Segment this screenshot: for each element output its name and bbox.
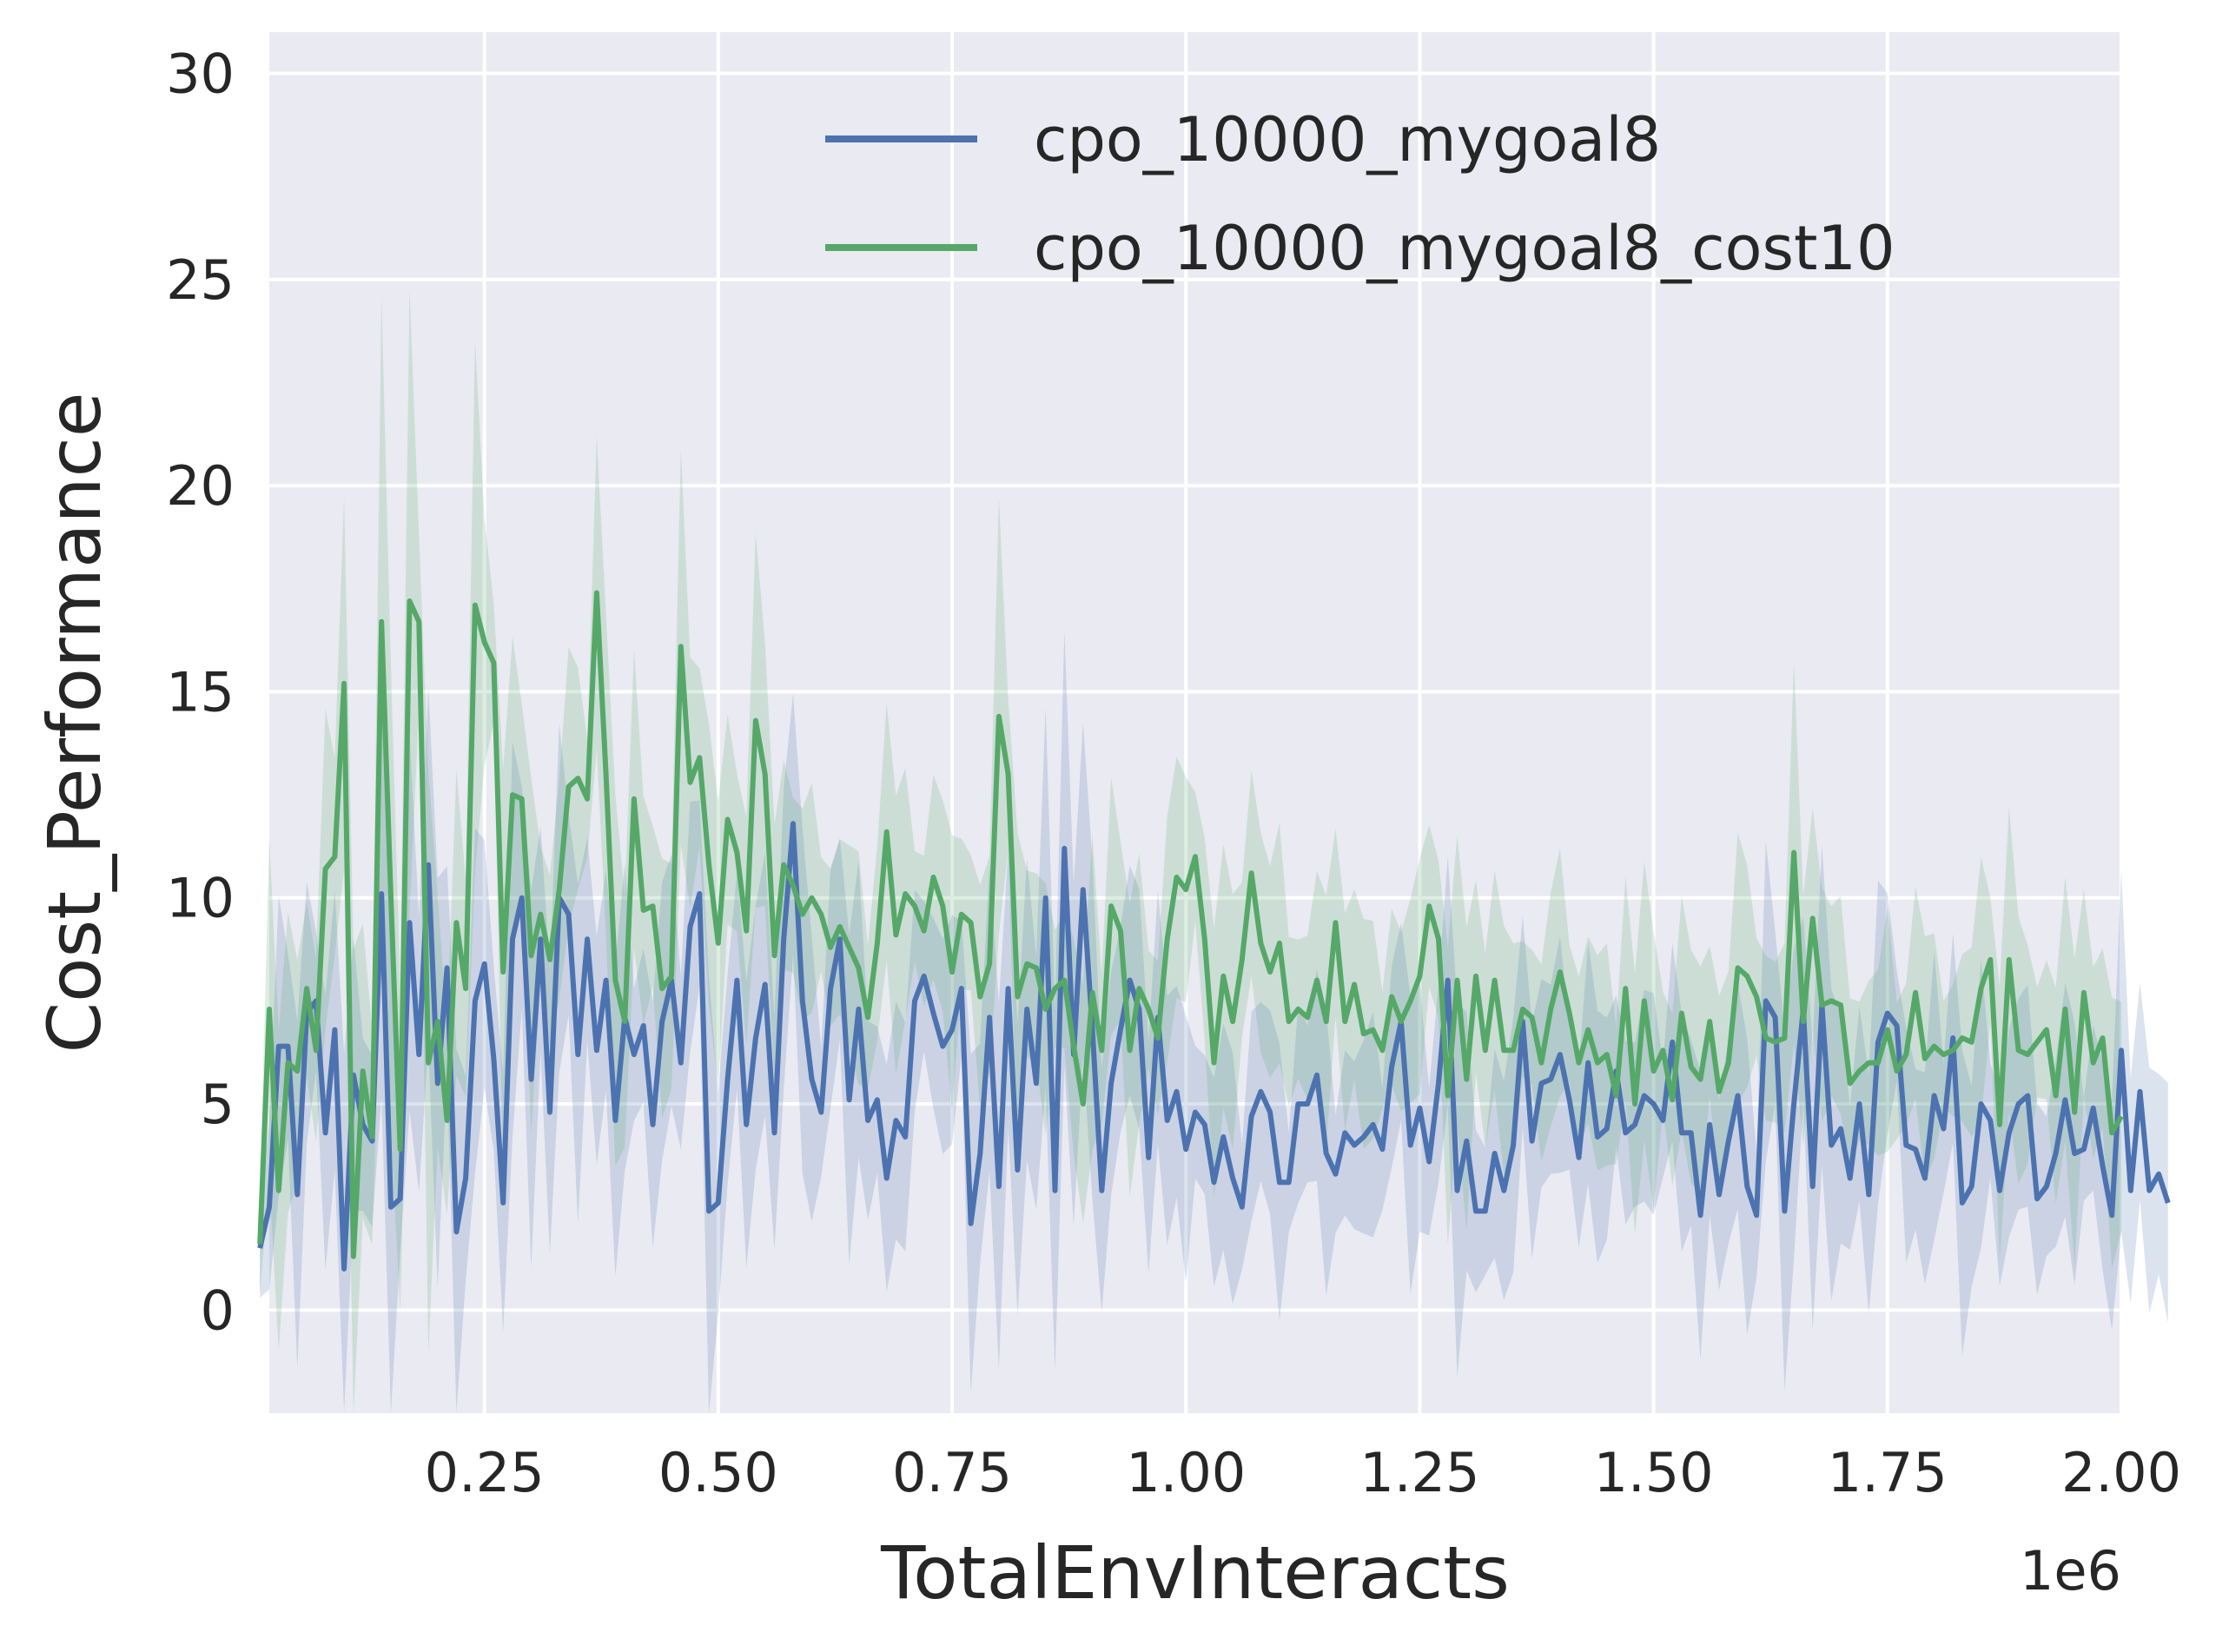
- x-tick-label: 0.50: [658, 1441, 778, 1504]
- legend-label: cpo_10000_mygoal8: [1034, 104, 1661, 175]
- x-tick-label: 1.00: [1126, 1441, 1246, 1504]
- y-tick-label: 25: [166, 248, 235, 312]
- y-tick-label: 15: [166, 660, 235, 724]
- y-tick-label: 10: [166, 867, 235, 930]
- y-tick-label: 30: [166, 42, 235, 105]
- series-line-2: [257, 590, 2124, 1259]
- series-lines: [257, 590, 2171, 1272]
- x-tick-label: 1.25: [1359, 1441, 1479, 1504]
- x-tick-label: 0.75: [892, 1441, 1012, 1504]
- confidence-bands: [260, 290, 2168, 1413]
- x-tick-label: 1.50: [1594, 1441, 1714, 1504]
- y-tick-label: 5: [201, 1073, 235, 1136]
- x-scale-label: 1e6: [2020, 1539, 2121, 1602]
- tick-labels: 0.25 0.50 0.75 1.00 1.25 1.50 1.75 2.00 0 5 10 15 20…: [166, 42, 2181, 1504]
- x-tick-label: 0.25: [425, 1441, 545, 1504]
- confidence-band-1: [260, 630, 2168, 1413]
- series-line-1: [257, 821, 2171, 1272]
- gridlines: [269, 32, 2123, 1413]
- x-axis-label: TotalEnvInteracts: [880, 1530, 1510, 1616]
- legend-label: cpo_10000_mygoal8_cost10: [1034, 213, 1895, 284]
- x-tick-label: 1.75: [1828, 1441, 1948, 1504]
- y-tick-label: 20: [166, 454, 235, 518]
- y-tick-label: 0: [201, 1279, 235, 1342]
- y-axis-label: Cost_Performance: [32, 392, 117, 1053]
- confidence-band-2: [260, 290, 2122, 1413]
- x-tick-label: 2.00: [2061, 1441, 2181, 1504]
- legend: cpo_10000_mygoal8 cpo_10000_mygoal8_cost1…: [825, 104, 1895, 284]
